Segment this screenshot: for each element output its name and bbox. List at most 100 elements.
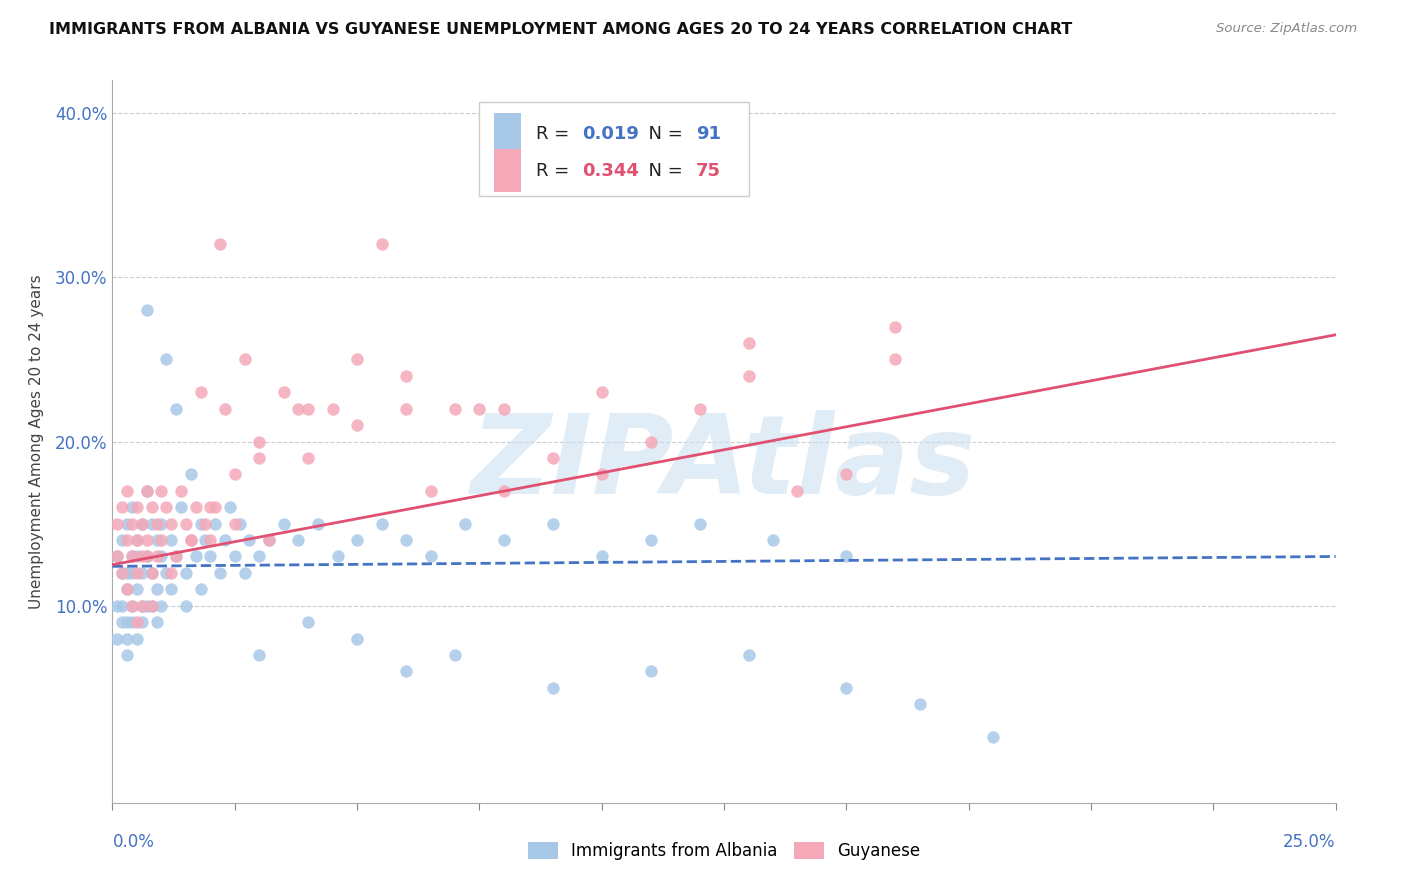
Point bbox=[115, 533, 138, 547]
Point bbox=[762, 533, 785, 547]
Point bbox=[125, 582, 148, 597]
Point bbox=[322, 401, 344, 416]
Point bbox=[115, 582, 138, 597]
Point bbox=[786, 483, 808, 498]
Point bbox=[121, 599, 143, 613]
Point bbox=[105, 549, 128, 564]
Point bbox=[131, 599, 153, 613]
Point bbox=[640, 434, 662, 449]
Point bbox=[115, 516, 138, 531]
Point bbox=[640, 665, 662, 679]
Point bbox=[591, 385, 613, 400]
Point bbox=[180, 467, 202, 482]
Point bbox=[121, 566, 143, 580]
Point bbox=[257, 533, 280, 547]
Point bbox=[125, 549, 148, 564]
Point bbox=[105, 632, 128, 646]
FancyBboxPatch shape bbox=[494, 112, 522, 156]
Text: R =: R = bbox=[536, 126, 575, 144]
Point bbox=[346, 418, 368, 433]
Point bbox=[247, 434, 270, 449]
Point bbox=[115, 582, 138, 597]
Point bbox=[125, 566, 148, 580]
Point bbox=[145, 615, 167, 630]
Point bbox=[105, 516, 128, 531]
Point bbox=[247, 549, 270, 564]
Point bbox=[346, 632, 368, 646]
Text: 75: 75 bbox=[696, 161, 721, 179]
Point bbox=[170, 500, 193, 515]
Point bbox=[326, 549, 349, 564]
Point bbox=[689, 516, 711, 531]
Point bbox=[591, 467, 613, 482]
Point bbox=[591, 549, 613, 564]
Point bbox=[689, 401, 711, 416]
Text: N =: N = bbox=[637, 161, 689, 179]
Point bbox=[121, 615, 143, 630]
Point bbox=[737, 336, 759, 351]
Point bbox=[228, 516, 250, 531]
Text: IMMIGRANTS FROM ALBANIA VS GUYANESE UNEMPLOYMENT AMONG AGES 20 TO 24 YEARS CORRE: IMMIGRANTS FROM ALBANIA VS GUYANESE UNEM… bbox=[49, 22, 1073, 37]
Point bbox=[370, 516, 392, 531]
Point bbox=[155, 352, 177, 367]
Point bbox=[135, 599, 157, 613]
Point bbox=[184, 500, 207, 515]
Point bbox=[125, 615, 148, 630]
Point bbox=[492, 483, 515, 498]
Point bbox=[155, 566, 177, 580]
Point bbox=[737, 368, 759, 383]
Point bbox=[884, 319, 907, 334]
Point bbox=[150, 483, 173, 498]
Point bbox=[184, 549, 207, 564]
Point bbox=[273, 385, 295, 400]
Point bbox=[247, 450, 270, 465]
Point bbox=[444, 648, 467, 662]
Point bbox=[981, 730, 1004, 744]
Point bbox=[395, 533, 418, 547]
Point bbox=[200, 500, 222, 515]
Point bbox=[468, 401, 491, 416]
Point bbox=[541, 681, 564, 695]
Point bbox=[190, 385, 212, 400]
Point bbox=[395, 368, 418, 383]
Point bbox=[214, 401, 236, 416]
Point bbox=[125, 500, 148, 515]
Point bbox=[541, 450, 564, 465]
Point bbox=[165, 549, 187, 564]
Point bbox=[190, 516, 212, 531]
Point bbox=[174, 599, 197, 613]
Point bbox=[287, 401, 309, 416]
Point bbox=[111, 500, 134, 515]
Point bbox=[370, 237, 392, 252]
Point bbox=[125, 632, 148, 646]
Point bbox=[640, 533, 662, 547]
Point bbox=[214, 533, 236, 547]
Point bbox=[135, 483, 157, 498]
Point bbox=[111, 566, 134, 580]
Point bbox=[135, 533, 157, 547]
Point bbox=[492, 401, 515, 416]
Point bbox=[297, 401, 319, 416]
Point bbox=[200, 533, 222, 547]
Point bbox=[257, 533, 280, 547]
Point bbox=[141, 599, 163, 613]
Point bbox=[884, 352, 907, 367]
Point bbox=[835, 681, 858, 695]
Point bbox=[131, 615, 153, 630]
Point bbox=[150, 549, 173, 564]
Point bbox=[346, 533, 368, 547]
Point bbox=[115, 615, 138, 630]
Point bbox=[444, 401, 467, 416]
Point bbox=[121, 549, 143, 564]
Point bbox=[105, 549, 128, 564]
Point bbox=[135, 549, 157, 564]
Point bbox=[194, 516, 217, 531]
Point bbox=[145, 582, 167, 597]
Point bbox=[111, 566, 134, 580]
Point bbox=[131, 549, 153, 564]
Point bbox=[155, 500, 177, 515]
Point bbox=[121, 549, 143, 564]
Point bbox=[346, 352, 368, 367]
Point bbox=[131, 516, 153, 531]
Point bbox=[141, 566, 163, 580]
